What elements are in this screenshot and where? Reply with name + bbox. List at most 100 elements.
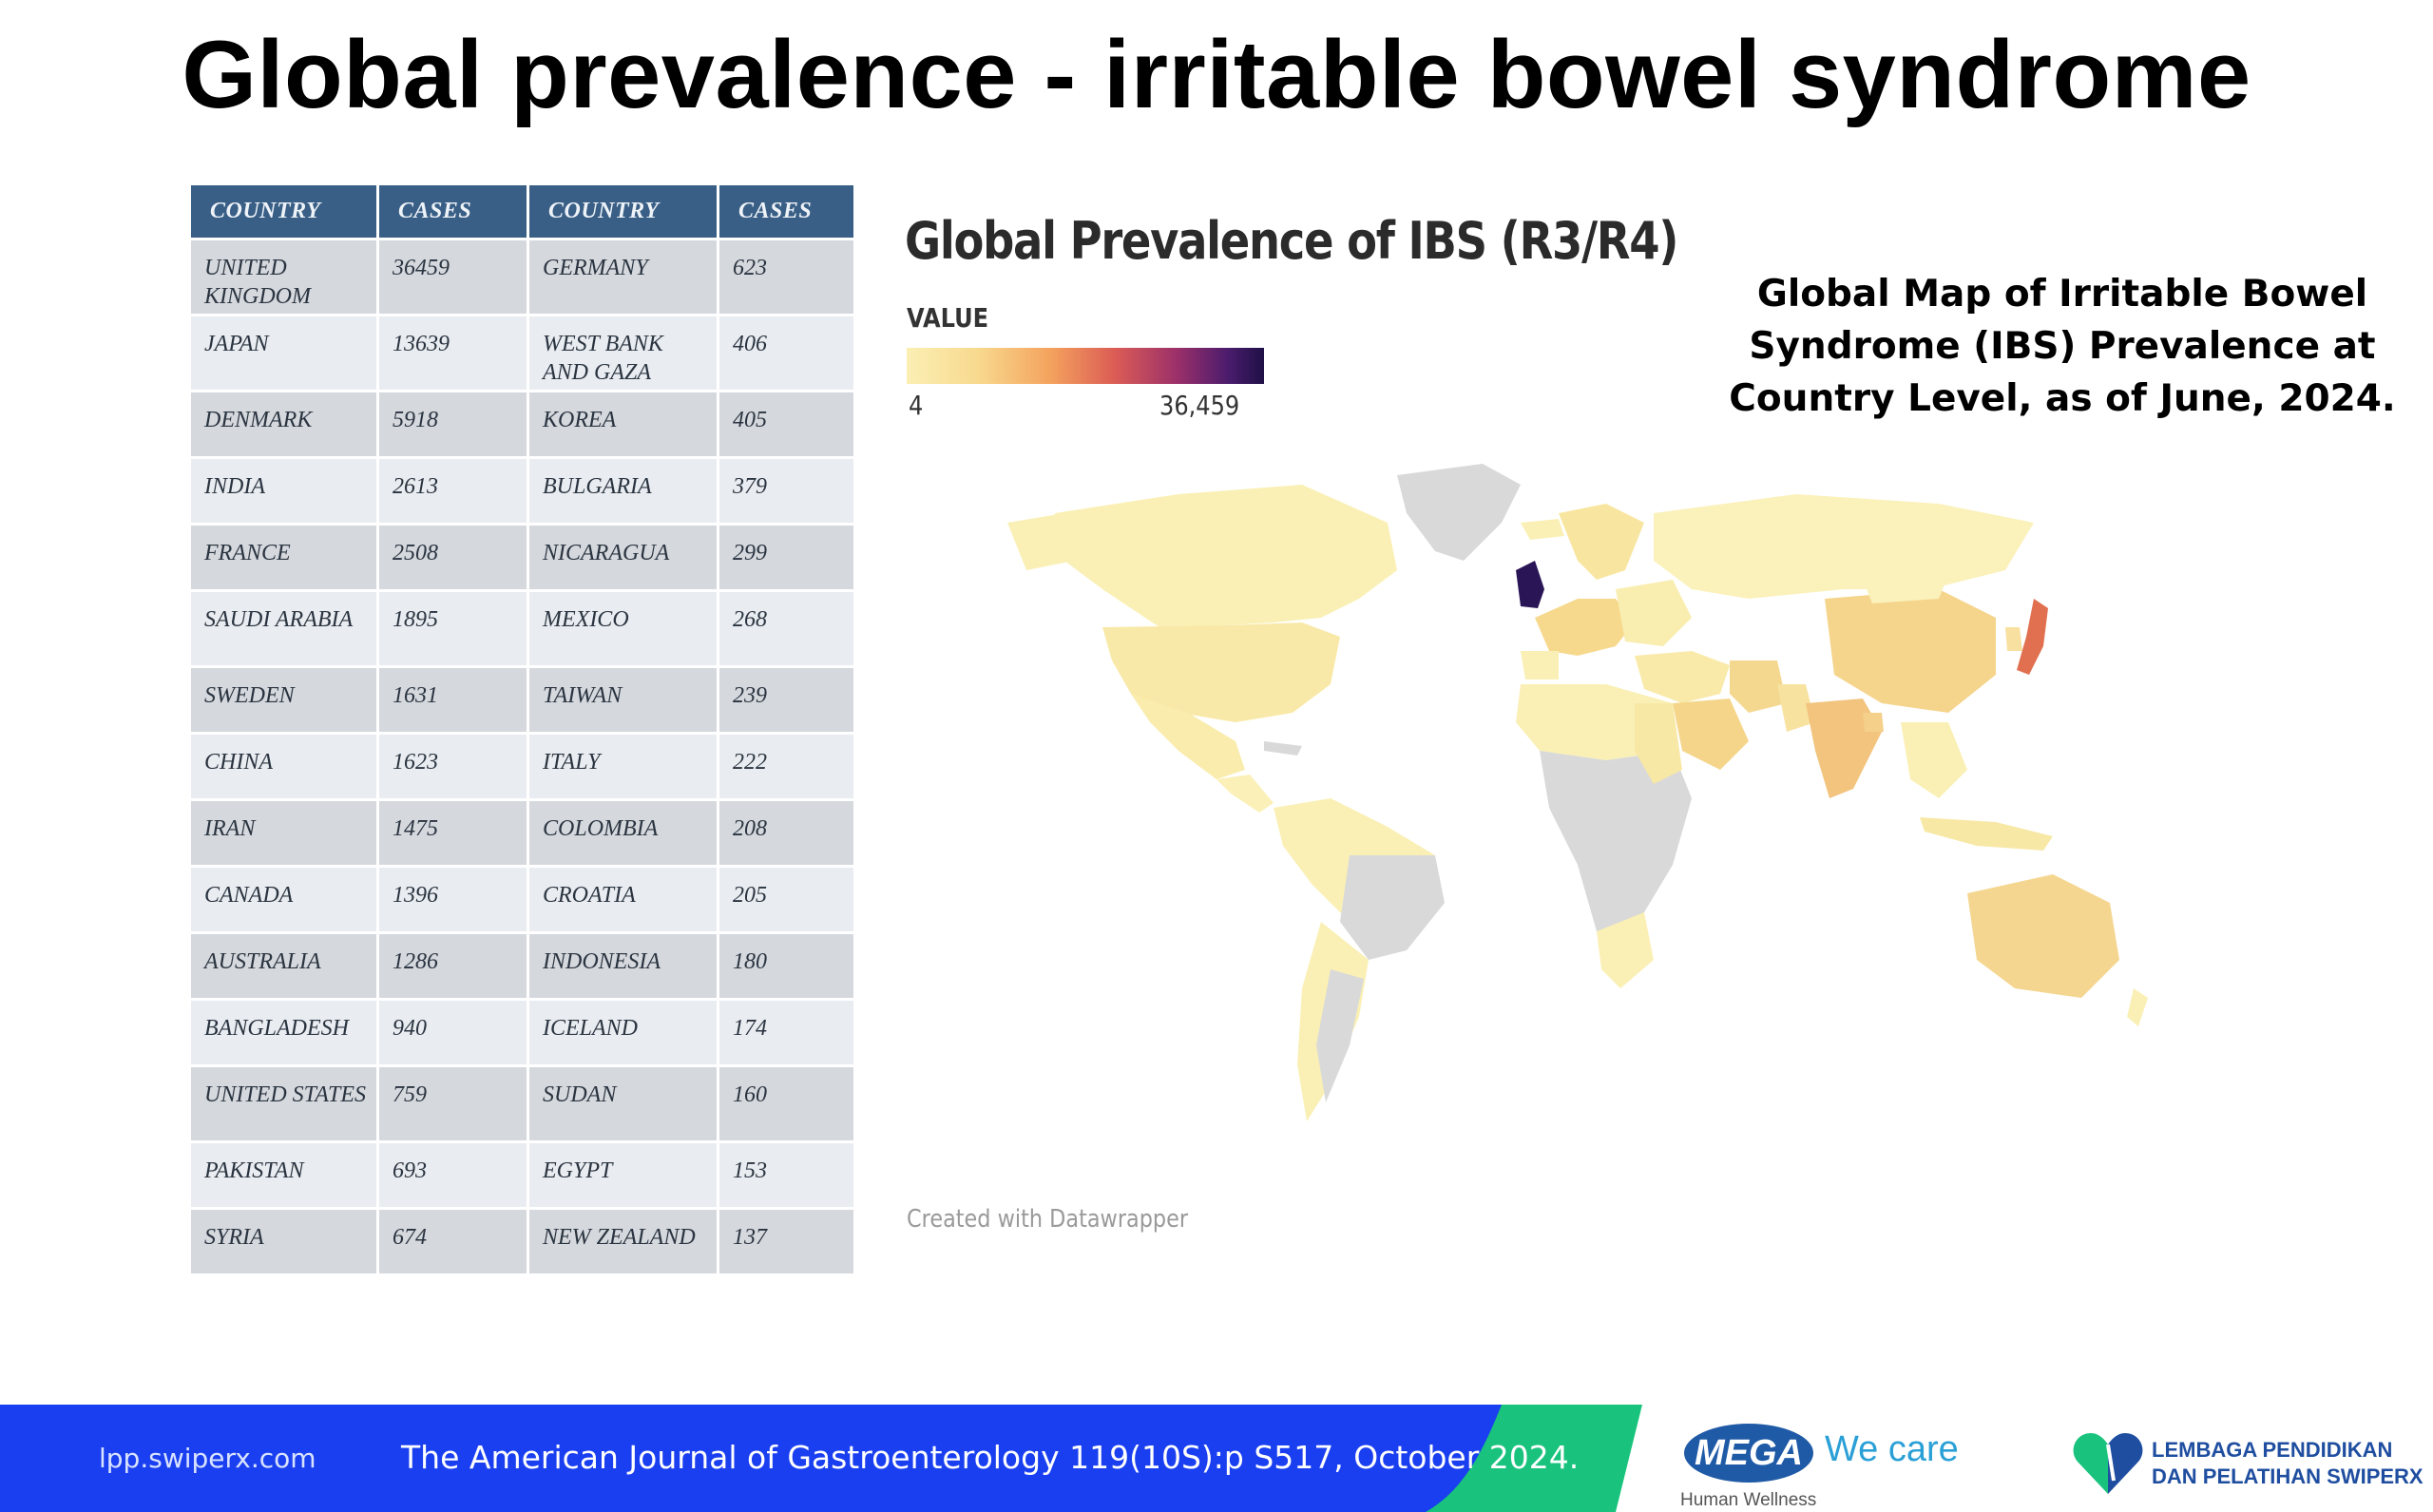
lpp-name: LEMBAGA PENDIDIKAN DAN PELATIHAN SWIPERX	[2152, 1437, 2423, 1490]
central-africa	[1540, 751, 1692, 950]
header-cases-1: CASES	[376, 182, 529, 240]
country-cell: NICARAGUA	[527, 523, 719, 592]
country-cell: CHINA	[188, 732, 379, 801]
table-row: UNITED STATES 759 SUDAN 160	[188, 1064, 856, 1143]
footer-blue-shape	[0, 1405, 1502, 1512]
legend-max-value: 36,459	[1159, 390, 1240, 421]
scandinavia	[1559, 504, 1644, 580]
table-row: IRAN 1475 COLOMBIA 208	[188, 798, 856, 868]
pakistan	[1777, 684, 1815, 732]
heart-icon	[2073, 1433, 2143, 1494]
sudan-egypt	[1635, 703, 1682, 784]
country-cell: BANGLADESH	[188, 998, 379, 1067]
north-africa	[1516, 684, 1673, 760]
cases-cell: 137	[717, 1207, 856, 1276]
map-title: Global Prevalence of IBS (R3/R4)	[905, 211, 1678, 271]
cases-cell: 405	[717, 390, 856, 459]
cases-cell: 153	[717, 1140, 856, 1210]
greenland	[1397, 464, 1521, 561]
header-country-1: COUNTRY	[188, 182, 379, 240]
cases-cell: 208	[717, 798, 856, 868]
cases-cell: 1475	[376, 798, 529, 868]
cases-cell: 299	[717, 523, 856, 592]
country-cell: PAKISTAN	[188, 1140, 379, 1210]
country-cell: GERMANY	[527, 238, 719, 316]
eastern-europe	[1616, 580, 1692, 646]
western-europe	[1535, 599, 1635, 656]
legend-label: VALUE	[907, 302, 989, 334]
mega-logo: MEGA We care Human Wellness	[1675, 1418, 1960, 1512]
cases-cell: 379	[717, 456, 856, 526]
cases-cell: 174	[717, 998, 856, 1067]
footer-band-shape	[0, 1405, 1642, 1512]
country-cell: SWEDEN	[188, 665, 379, 735]
map-caption: Global Map of Irritable Bowel Syndrome (…	[1729, 273, 2396, 420]
country-cell: IRAN	[188, 798, 379, 868]
cases-cell: 940	[376, 998, 529, 1067]
table-header-row: COUNTRY CASES COUNTRY CASES	[188, 182, 856, 240]
cases-cell: 180	[717, 931, 856, 1001]
country-cell: UNITED STATES	[188, 1064, 379, 1143]
cases-cell: 268	[717, 589, 856, 668]
cases-cell: 36459	[376, 238, 529, 316]
table-row: SWEDEN 1631 TAIWAN 239	[188, 665, 856, 735]
korea	[2005, 627, 2022, 651]
we-care-text: We care	[1825, 1429, 1959, 1469]
mega-wordmark: MEGA	[1684, 1424, 1813, 1483]
lpp-line-1: LEMBAGA PENDIDIKAN	[2152, 1438, 2393, 1462]
cases-cell: 160	[717, 1064, 856, 1143]
country-cell: TAIWAN	[527, 665, 719, 735]
country-cell: KOREA	[527, 390, 719, 459]
country-cell: SYRIA	[188, 1207, 379, 1276]
iceland	[1521, 519, 1564, 540]
cases-cell: 1623	[376, 732, 529, 801]
japan	[2017, 599, 2048, 675]
russia	[1654, 494, 2034, 599]
header-country-2: COUNTRY	[527, 182, 719, 240]
country-cell: SUDAN	[527, 1064, 719, 1143]
table-row: BANGLADESH 940 ICELAND 174	[188, 998, 856, 1067]
cases-cell: 205	[717, 865, 856, 934]
country-cell: MEXICO	[527, 589, 719, 668]
bangladesh	[1863, 713, 1884, 732]
lpp-line-2: DAN PELATIHAN SWIPERX	[2152, 1464, 2423, 1488]
table-row: AUSTRALIA 1286 INDONESIA 180	[188, 931, 856, 1001]
country-cell: FRANCE	[188, 523, 379, 592]
iberia	[1521, 651, 1559, 679]
ibs-cases-table: COUNTRY CASES COUNTRY CASES UNITED KINGD…	[188, 182, 856, 1276]
slide-title: Global prevalence - irritable bowel synd…	[182, 22, 2251, 128]
legend-color-scale	[907, 348, 1264, 384]
site-link[interactable]: lpp.swiperx.com	[99, 1443, 316, 1474]
iran	[1730, 660, 1787, 713]
country-cell: SAUDI ARABIA	[188, 589, 379, 668]
central-america	[1216, 775, 1274, 813]
cases-cell: 2508	[376, 523, 529, 592]
argentina	[1316, 969, 1364, 1102]
citation-text: The American Journal of Gastroenterology…	[401, 1439, 1580, 1476]
world-map	[1007, 464, 2148, 1121]
header-cases-2: CASES	[717, 182, 856, 240]
china	[1825, 589, 1996, 713]
cases-cell: 623	[717, 238, 856, 316]
table-row: UNITED KINGDOM 36459 GERMANY 623	[188, 238, 856, 316]
cases-cell: 13639	[376, 314, 529, 392]
cases-cell: 239	[717, 665, 856, 735]
country-cell: ITALY	[527, 732, 719, 801]
canada	[1055, 485, 1397, 627]
cases-cell: 674	[376, 1207, 529, 1276]
table-row: DENMARK 5918 KOREA 405	[188, 390, 856, 459]
table-row: CHINA 1623 ITALY 222	[188, 732, 856, 801]
cases-cell: 759	[376, 1064, 529, 1143]
cases-cell: 2613	[376, 456, 529, 526]
country-cell: COLOMBIA	[527, 798, 719, 868]
table-row: SYRIA 674 NEW ZEALAND 137	[188, 1207, 856, 1276]
country-cell: ICELAND	[527, 998, 719, 1067]
alaska	[1007, 513, 1074, 570]
cuba	[1264, 741, 1302, 756]
table-row: PAKISTAN 693 EGYPT 153	[188, 1140, 856, 1210]
india	[1806, 699, 1882, 798]
country-cell: EGYPT	[527, 1140, 719, 1210]
table-row: INDIA 2613 BULGARIA 379	[188, 456, 856, 526]
country-cell: DENMARK	[188, 390, 379, 459]
united-states	[1102, 622, 1340, 722]
